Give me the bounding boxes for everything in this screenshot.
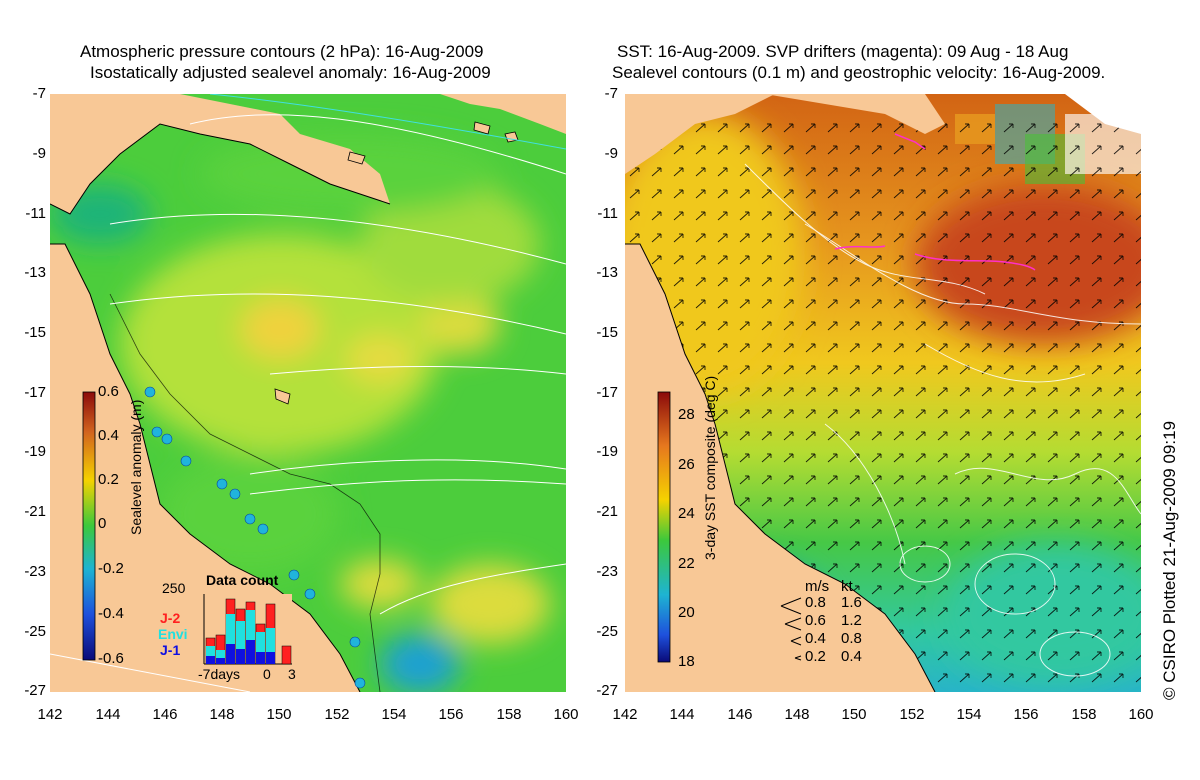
right-y-tick: -13: [596, 264, 618, 281]
data-count-legend-envi: Envi: [158, 626, 188, 642]
velocity-legend-ms: 0.4: [805, 630, 826, 647]
sst-map-graphic: [625, 94, 1141, 692]
sst-cb-tick: 22: [678, 555, 695, 572]
left-title-line1: Atmospheric pressure contours (2 hPa): 1…: [80, 42, 484, 61]
data-count-x-label: -7days: [198, 666, 241, 682]
velocity-legend-kt: 0.4: [841, 648, 862, 665]
left-y-tick: -23: [24, 563, 46, 580]
velocity-legend-arrows: [780, 597, 802, 661]
velocity-legend-header-ms: m/s: [805, 578, 830, 595]
sst-cb-tick: 20: [678, 604, 695, 621]
right-x-tick: 146: [727, 706, 753, 723]
velocity-legend-ms: 0.6: [805, 612, 826, 629]
right-y-tick: -25: [596, 623, 618, 640]
left-x-tick: 154: [381, 706, 407, 723]
left-y-tick: -9: [32, 145, 46, 162]
velocity-legend-header-kt: kt: [841, 578, 853, 595]
data-count-x-label: 3: [288, 666, 296, 682]
right-x-tick: 144: [669, 706, 695, 723]
right-y-tick: -17: [596, 384, 618, 401]
left-y-tick: -13: [24, 264, 46, 281]
sealevel-cb-tick: 0.2: [98, 471, 119, 488]
left-y-tick: -21: [24, 503, 46, 520]
sst-cb-tick: 28: [678, 406, 695, 423]
left-x-tick: 156: [438, 706, 464, 723]
sealevel-cb-tick: -0.2: [98, 560, 124, 577]
right-y-tick: -7: [604, 85, 618, 102]
sealevel-cb-tick: 0: [98, 515, 107, 532]
right-title-line1: SST: 16-Aug-2009. SVP drifters (magenta)…: [617, 42, 1069, 61]
sealevel-cb-tick: 0.6: [98, 383, 119, 400]
right-x-tick: 158: [1071, 706, 1097, 723]
left-y-tick: -7: [32, 85, 46, 102]
sst-map: [625, 94, 1141, 692]
data-count-max: 250: [162, 580, 186, 596]
data-count-legend-j1: J-1: [160, 642, 181, 658]
right-title-line2: Sealevel contours (0.1 m) and geostrophi…: [612, 63, 1106, 82]
left-y-tick: -19: [24, 443, 46, 460]
right-x-tick: 156: [1013, 706, 1039, 723]
sealevel-cb-tick: -0.4: [98, 605, 124, 622]
right-x-tick: 160: [1128, 706, 1154, 723]
copyright-label: © CSIRO Plotted 21-Aug-2009 09:19: [1160, 420, 1179, 700]
right-y-tick: -21: [596, 503, 618, 520]
left-x-tick: 160: [553, 706, 579, 723]
sst-cb-tick: 26: [678, 456, 695, 473]
left-x-tick: 148: [209, 706, 235, 723]
velocity-legend-kt: 1.6: [841, 594, 862, 611]
sealevel-colorbar-label: Sealevel anomaly (m): [128, 399, 144, 535]
data-count-histogram: [203, 594, 292, 665]
velocity-legend-kt: 0.8: [841, 630, 862, 647]
velocity-legend-ms: 0.2: [805, 648, 826, 665]
left-x-tick: 146: [152, 706, 178, 723]
velocity-legend-kt: 1.2: [841, 612, 862, 629]
left-y-tick: -25: [24, 623, 46, 640]
data-count-x-label: 0: [263, 666, 271, 682]
left-x-tick: 144: [95, 706, 121, 723]
left-title-line2: Isostatically adjusted sealevel anomaly:…: [90, 63, 491, 82]
velocity-legend-ms: 0.8: [805, 594, 826, 611]
data-count-legend-j2: J-2: [160, 610, 181, 626]
sst-colorbar: [657, 391, 671, 663]
data-count-title: Data count: [206, 572, 279, 588]
left-y-tick: -17: [24, 384, 46, 401]
right-y-tick: -9: [604, 145, 618, 162]
sst-colorbar-label: 3-day SST composite (deg C): [702, 375, 718, 560]
right-x-tick: 154: [956, 706, 982, 723]
left-x-tick: 152: [324, 706, 350, 723]
right-y-tick: -19: [596, 443, 618, 460]
right-x-tick: 142: [612, 706, 638, 723]
sst-cb-tick: 18: [678, 653, 695, 670]
sealevel-anomaly-map: [50, 94, 566, 692]
left-x-tick: 158: [496, 706, 522, 723]
sealevel-cb-tick: -0.6: [98, 650, 124, 667]
left-y-tick: -11: [25, 205, 46, 222]
sealevel-colorbar: [82, 391, 96, 661]
right-y-tick: -11: [597, 205, 618, 222]
left-x-tick: 142: [37, 706, 63, 723]
right-x-tick: 150: [841, 706, 867, 723]
sst-cb-tick: 24: [678, 505, 695, 522]
sealevel-map-graphic: [50, 94, 566, 692]
left-y-tick: -27: [24, 682, 46, 699]
right-x-tick: 148: [784, 706, 810, 723]
left-y-tick: -15: [24, 324, 46, 341]
right-y-tick: -15: [596, 324, 618, 341]
sealevel-cb-tick: 0.4: [98, 427, 119, 444]
left-x-tick: 150: [266, 706, 292, 723]
right-y-tick: -27: [596, 682, 618, 699]
right-x-tick: 152: [899, 706, 925, 723]
right-y-tick: -23: [596, 563, 618, 580]
